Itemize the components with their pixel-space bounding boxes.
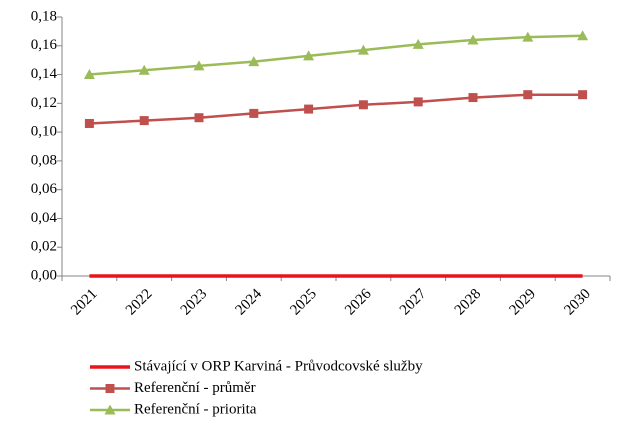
marker [412,38,424,49]
x-tick-label: 2024 [233,286,266,319]
x-tick-label: 2023 [178,286,211,319]
y-tick-label: 0,02 [31,239,57,255]
marker [468,93,478,103]
marker [523,90,533,100]
legend-label: Stávající v ORP Karviná - Průvodcovské s… [134,358,423,374]
marker [248,56,260,67]
x-tick-label: 2027 [397,286,430,319]
marker [467,34,479,45]
series-line [89,93,583,125]
y-tick-label: 0,18 [31,8,57,24]
marker [194,113,204,123]
x-tick-label: 2029 [507,286,540,319]
y-tick-label: 0,10 [31,124,57,140]
marker [304,104,314,114]
marker [413,97,423,107]
x-tick-label: 2030 [561,286,594,319]
marker [577,30,589,41]
x-tick-label: 2025 [287,286,320,319]
marker [249,108,259,118]
y-tick-label: 0,06 [31,181,58,197]
y-tick-label: 0,00 [31,267,57,283]
marker [83,69,95,80]
marker [139,116,149,126]
legend-label: Referenční - priorita [134,401,257,417]
legend-marker [105,384,115,393]
series-line [89,34,583,76]
x-tick-label: 2026 [342,286,375,319]
marker [193,60,205,71]
marker [522,31,534,42]
x-tick-label: 2028 [452,286,485,319]
y-tick-label: 0,08 [31,152,57,168]
y-tick-label: 0,16 [31,37,58,53]
y-tick-label: 0,14 [31,66,58,82]
y-tick-label: 0,04 [31,210,58,226]
legend-marker [104,404,116,415]
marker [358,100,368,110]
x-tick-label: 2022 [123,286,156,319]
legend-label: Referenční - průměr [134,380,256,396]
x-tick-label: 2021 [68,286,101,319]
marker [138,64,150,75]
y-tick-label: 0,12 [31,95,57,111]
marker [357,44,369,55]
marker [578,90,588,100]
marker [303,50,315,61]
marker [84,118,94,128]
